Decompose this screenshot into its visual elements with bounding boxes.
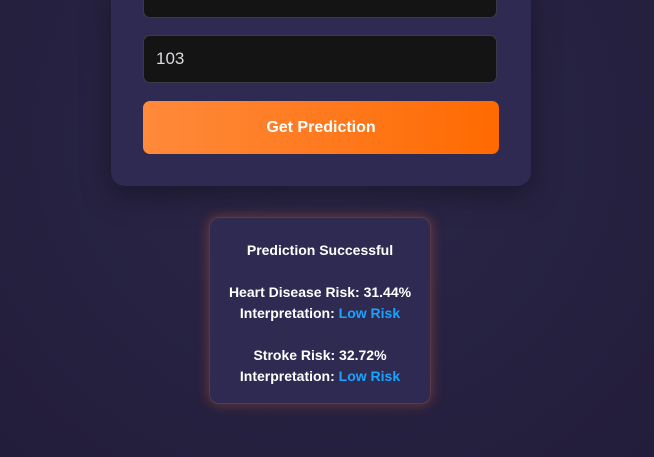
input-field-value[interactable]: [143, 35, 497, 83]
heart-disease-risk: Heart Disease Risk: 31.44%: [228, 284, 412, 300]
stroke-interpretation-label: Interpretation:: [239, 368, 339, 384]
prediction-form-card: Get Prediction: [111, 0, 531, 186]
stroke-interpretation: Interpretation: Low Risk: [210, 366, 430, 387]
heart-interpretation: Interpretation: Low Risk: [210, 303, 430, 324]
stroke-risk: Stroke Risk: 32.72%: [253, 347, 387, 363]
prediction-result-card: Prediction Successful Heart Disease Risk…: [209, 217, 431, 404]
get-prediction-button[interactable]: Get Prediction: [143, 101, 499, 154]
result-title: Prediction Successful: [246, 242, 394, 258]
heart-interpretation-label: Interpretation:: [239, 305, 339, 321]
stroke-interpretation-value: Low Risk: [338, 368, 401, 384]
input-field-previous[interactable]: [143, 0, 497, 18]
heart-interpretation-value: Low Risk: [338, 305, 401, 321]
